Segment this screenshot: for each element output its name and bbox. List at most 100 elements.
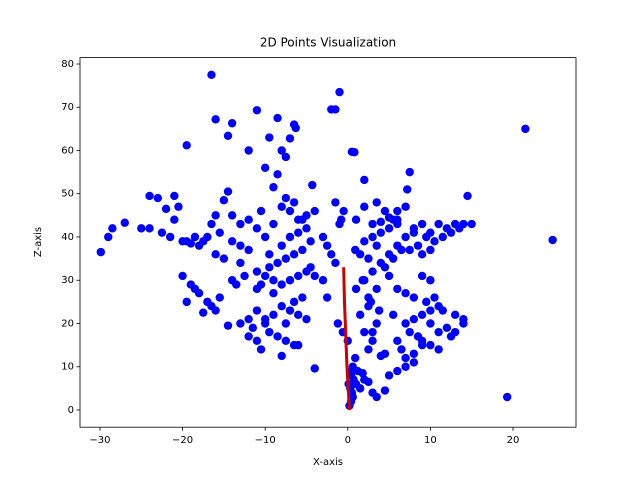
point: [401, 202, 410, 211]
point: [211, 250, 220, 259]
point: [285, 206, 295, 216]
line: [342, 267, 351, 411]
point: [368, 232, 377, 242]
point: [389, 254, 398, 263]
point: [438, 232, 447, 242]
point: [244, 245, 253, 255]
point: [244, 146, 253, 155]
y-tick-label: 40: [61, 232, 74, 243]
point: [384, 224, 394, 233]
point: [358, 369, 367, 378]
point: [269, 276, 278, 285]
point: [240, 271, 249, 281]
point: [199, 237, 208, 246]
point: [322, 293, 332, 302]
point: [277, 241, 286, 250]
point: [219, 196, 229, 205]
chart-title: 2D Points Visualization: [260, 36, 396, 50]
point: [277, 301, 286, 311]
point: [273, 170, 282, 179]
point: [446, 228, 456, 237]
point: [389, 310, 398, 320]
point: [207, 70, 216, 80]
point: [430, 237, 439, 246]
point: [227, 237, 237, 246]
point: [273, 332, 282, 341]
x-tick-label: −20: [172, 435, 193, 446]
point: [182, 141, 191, 150]
point: [294, 310, 303, 320]
plot-area: [96, 70, 557, 411]
point: [285, 306, 295, 315]
point: [393, 366, 402, 376]
y-tick-label: 30: [61, 275, 74, 286]
point: [281, 193, 291, 203]
point: [190, 284, 200, 294]
point: [376, 228, 386, 237]
point: [380, 263, 390, 272]
point: [306, 237, 315, 246]
point: [364, 254, 373, 263]
point: [438, 306, 447, 315]
y-tick-label: 10: [61, 362, 74, 373]
point: [199, 308, 208, 317]
point: [120, 218, 129, 227]
point: [434, 345, 443, 354]
point: [403, 185, 412, 194]
point: [260, 232, 270, 242]
point: [178, 271, 187, 281]
point: [380, 386, 390, 395]
point: [372, 241, 381, 250]
point: [298, 215, 307, 224]
point: [434, 327, 443, 337]
point: [422, 297, 431, 307]
point: [236, 258, 245, 268]
point: [310, 271, 319, 281]
point: [409, 224, 419, 233]
point: [360, 175, 369, 185]
point: [376, 217, 386, 227]
point: [397, 345, 406, 354]
point: [227, 211, 237, 220]
point: [331, 198, 340, 207]
point: [351, 215, 361, 224]
point: [376, 351, 386, 361]
point: [236, 219, 245, 229]
point: [281, 319, 291, 328]
point: [401, 289, 410, 298]
point: [450, 310, 460, 320]
y-tick-label: 0: [68, 405, 74, 416]
point: [360, 202, 369, 211]
point: [333, 319, 343, 328]
point: [306, 263, 315, 272]
point: [397, 245, 406, 255]
point: [384, 371, 394, 380]
point: [401, 362, 410, 371]
point: [409, 358, 419, 367]
point: [157, 228, 167, 237]
point: [521, 124, 530, 134]
point: [252, 106, 262, 115]
point: [384, 271, 394, 281]
point: [459, 314, 468, 324]
point: [351, 353, 360, 363]
point: [281, 254, 291, 263]
point: [215, 228, 224, 237]
point: [236, 241, 245, 250]
point: [372, 319, 381, 328]
point: [368, 327, 377, 337]
point: [417, 250, 427, 259]
point: [215, 293, 224, 302]
point: [182, 237, 191, 246]
point: [355, 384, 365, 393]
point: [289, 297, 299, 307]
point: [161, 204, 171, 214]
point: [318, 276, 328, 285]
point: [269, 310, 278, 320]
point: [380, 206, 390, 216]
point: [294, 340, 303, 350]
point: [372, 198, 381, 207]
point: [426, 340, 435, 350]
point: [446, 332, 456, 341]
y-tick-label: 20: [61, 318, 74, 329]
